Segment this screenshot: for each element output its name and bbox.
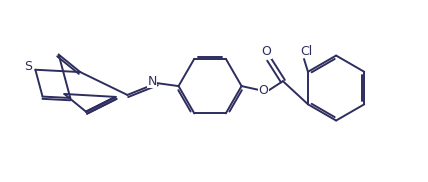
Text: O: O (261, 45, 271, 58)
Text: S: S (24, 60, 33, 73)
Text: O: O (259, 84, 268, 98)
Text: Cl: Cl (300, 45, 312, 58)
Text: N: N (147, 75, 157, 88)
